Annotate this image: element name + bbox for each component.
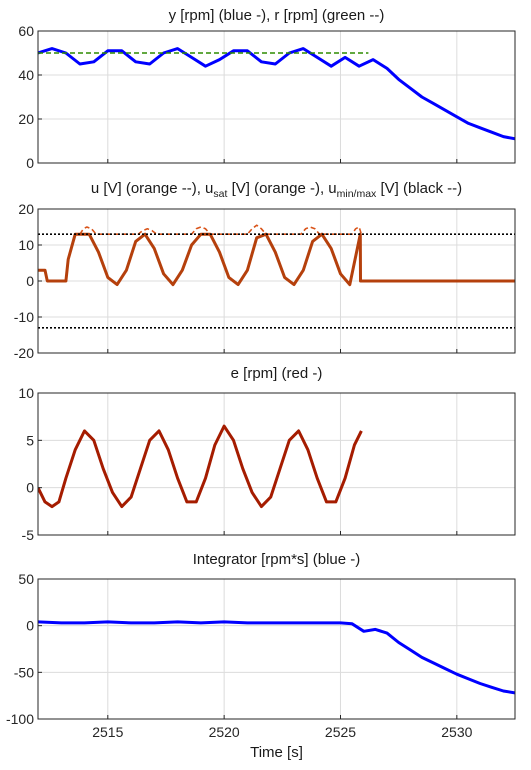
x-axis-label: Time [s]: [250, 744, 303, 761]
x-tick-label: 2515: [92, 724, 123, 740]
title-text: u [V] (orange --), u: [91, 180, 214, 197]
panel-title: e [rpm] (red -): [231, 365, 323, 382]
y-tick-label: 5: [26, 432, 34, 448]
plot-frame: [37, 578, 516, 720]
plot-frame: [37, 30, 516, 164]
panel-speed: 0 20 40 60 y [rpm] (blue -), r [rpm] (green …: [18, 7, 516, 171]
y-tick-label: 0: [26, 618, 34, 634]
x-tick-label: 2530: [441, 724, 472, 740]
title-subscript: min/max: [337, 188, 377, 200]
y-tick-label: 0: [26, 480, 34, 496]
title-text: [V] (black --): [376, 180, 462, 197]
y-tick-label: -10: [14, 309, 34, 325]
y-tick-label: -50: [14, 664, 34, 680]
x-tick-label: 2520: [209, 724, 240, 740]
series-line-u-sat-v-: [38, 232, 515, 287]
y-tick-label: -100: [6, 711, 34, 727]
y-tick-label: 10: [18, 237, 34, 253]
y-tick-label: -20: [14, 345, 34, 361]
title-subscript: sat: [213, 188, 227, 200]
plot-area: [37, 392, 516, 536]
panel-control-voltage: -20 -10 0 10 20 u [V] (orange --), usat [V] (…: [14, 180, 516, 361]
panel-title: u [V] (orange --), usat [V] (orange -), …: [91, 180, 462, 200]
series-line-integrator-rpm-s-: [38, 620, 515, 695]
panel-error: -5 0 5 10 e [rpm] (red -): [18, 365, 516, 543]
y-tick-label: 60: [18, 23, 34, 39]
y-tick-label: 50: [18, 571, 34, 587]
plot-area: [37, 578, 516, 720]
y-tick-label: 10: [18, 385, 34, 401]
y-tick-label: 20: [18, 201, 34, 217]
panel-title: Integrator [rpm*s] (blue -): [193, 551, 361, 568]
y-tick-label: 0: [26, 273, 34, 289]
panel-title: y [rpm] (blue -), r [rpm] (green --): [169, 7, 385, 24]
panel-integrator: -100 -50 0 50 2515 2520 2525 2530 Integrator [rp…: [6, 551, 516, 761]
y-tick-label: 40: [18, 67, 34, 83]
series-line-e-rpm-: [38, 424, 363, 509]
y-tick-label: -5: [22, 527, 35, 543]
y-tick-label: 20: [18, 111, 34, 127]
title-text: [V] (orange -), u: [227, 180, 336, 197]
plot-area: [37, 30, 516, 164]
y-tick-label: 0: [26, 155, 34, 171]
plot-frame: [37, 392, 516, 536]
x-tick-label: 2525: [325, 724, 356, 740]
